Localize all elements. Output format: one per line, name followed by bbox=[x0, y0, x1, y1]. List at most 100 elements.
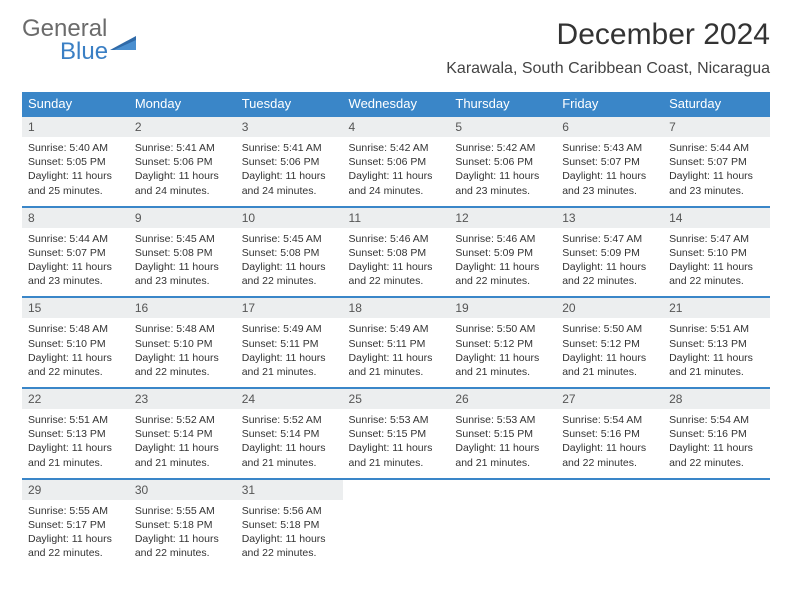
logo-word2: Blue bbox=[60, 41, 108, 64]
day-details: Sunrise: 5:40 AMSunset: 5:05 PMDaylight:… bbox=[22, 137, 129, 206]
calendar-table: SundayMondayTuesdayWednesdayThursdayFrid… bbox=[22, 92, 770, 568]
calendar-cell: 30Sunrise: 5:55 AMSunset: 5:18 PMDayligh… bbox=[129, 479, 236, 569]
calendar-cell: 6Sunrise: 5:43 AMSunset: 5:07 PMDaylight… bbox=[556, 116, 663, 207]
calendar-cell: 10Sunrise: 5:45 AMSunset: 5:08 PMDayligh… bbox=[236, 207, 343, 298]
day-header: Wednesday bbox=[343, 92, 450, 116]
day-number: 31 bbox=[236, 480, 343, 500]
calendar-cell: 23Sunrise: 5:52 AMSunset: 5:14 PMDayligh… bbox=[129, 388, 236, 479]
calendar-cell: 18Sunrise: 5:49 AMSunset: 5:11 PMDayligh… bbox=[343, 297, 450, 388]
day-number: 2 bbox=[129, 117, 236, 137]
calendar-cell: 19Sunrise: 5:50 AMSunset: 5:12 PMDayligh… bbox=[449, 297, 556, 388]
day-number: 18 bbox=[343, 298, 450, 318]
day-number: 9 bbox=[129, 208, 236, 228]
day-details: Sunrise: 5:46 AMSunset: 5:09 PMDaylight:… bbox=[449, 228, 556, 297]
day-details: Sunrise: 5:52 AMSunset: 5:14 PMDaylight:… bbox=[236, 409, 343, 478]
day-number: 22 bbox=[22, 389, 129, 409]
day-header: Thursday bbox=[449, 92, 556, 116]
calendar-week: 29Sunrise: 5:55 AMSunset: 5:17 PMDayligh… bbox=[22, 479, 770, 569]
day-details: Sunrise: 5:50 AMSunset: 5:12 PMDaylight:… bbox=[556, 318, 663, 387]
day-details: Sunrise: 5:54 AMSunset: 5:16 PMDaylight:… bbox=[556, 409, 663, 478]
day-details: Sunrise: 5:53 AMSunset: 5:15 PMDaylight:… bbox=[343, 409, 450, 478]
calendar-week: 22Sunrise: 5:51 AMSunset: 5:13 PMDayligh… bbox=[22, 388, 770, 479]
day-details: Sunrise: 5:42 AMSunset: 5:06 PMDaylight:… bbox=[449, 137, 556, 206]
logo: General Blue bbox=[22, 18, 136, 64]
calendar-cell: 1Sunrise: 5:40 AMSunset: 5:05 PMDaylight… bbox=[22, 116, 129, 207]
day-number: 8 bbox=[22, 208, 129, 228]
day-details: Sunrise: 5:55 AMSunset: 5:17 PMDaylight:… bbox=[22, 500, 129, 569]
day-number: 14 bbox=[663, 208, 770, 228]
day-details: Sunrise: 5:43 AMSunset: 5:07 PMDaylight:… bbox=[556, 137, 663, 206]
triangle-icon bbox=[110, 32, 136, 50]
day-details: Sunrise: 5:46 AMSunset: 5:08 PMDaylight:… bbox=[343, 228, 450, 297]
day-number: 3 bbox=[236, 117, 343, 137]
day-number: 5 bbox=[449, 117, 556, 137]
calendar-cell: 5Sunrise: 5:42 AMSunset: 5:06 PMDaylight… bbox=[449, 116, 556, 207]
day-details: Sunrise: 5:44 AMSunset: 5:07 PMDaylight:… bbox=[663, 137, 770, 206]
calendar-cell: 27Sunrise: 5:54 AMSunset: 5:16 PMDayligh… bbox=[556, 388, 663, 479]
calendar-cell: 24Sunrise: 5:52 AMSunset: 5:14 PMDayligh… bbox=[236, 388, 343, 479]
day-details: Sunrise: 5:41 AMSunset: 5:06 PMDaylight:… bbox=[236, 137, 343, 206]
calendar-cell: 17Sunrise: 5:49 AMSunset: 5:11 PMDayligh… bbox=[236, 297, 343, 388]
calendar-cell: 8Sunrise: 5:44 AMSunset: 5:07 PMDaylight… bbox=[22, 207, 129, 298]
day-details: Sunrise: 5:51 AMSunset: 5:13 PMDaylight:… bbox=[22, 409, 129, 478]
day-details: Sunrise: 5:48 AMSunset: 5:10 PMDaylight:… bbox=[129, 318, 236, 387]
calendar-cell: 31Sunrise: 5:56 AMSunset: 5:18 PMDayligh… bbox=[236, 479, 343, 569]
title-block: December 2024 Karawala, South Caribbean … bbox=[446, 18, 770, 86]
calendar-cell bbox=[663, 479, 770, 569]
calendar-week: 15Sunrise: 5:48 AMSunset: 5:10 PMDayligh… bbox=[22, 297, 770, 388]
calendar-cell: 26Sunrise: 5:53 AMSunset: 5:15 PMDayligh… bbox=[449, 388, 556, 479]
day-number: 29 bbox=[22, 480, 129, 500]
day-number: 19 bbox=[449, 298, 556, 318]
day-number: 7 bbox=[663, 117, 770, 137]
day-number: 20 bbox=[556, 298, 663, 318]
day-header: Saturday bbox=[663, 92, 770, 116]
calendar-body: 1Sunrise: 5:40 AMSunset: 5:05 PMDaylight… bbox=[22, 116, 770, 568]
calendar-cell: 4Sunrise: 5:42 AMSunset: 5:06 PMDaylight… bbox=[343, 116, 450, 207]
calendar-cell: 22Sunrise: 5:51 AMSunset: 5:13 PMDayligh… bbox=[22, 388, 129, 479]
day-number: 10 bbox=[236, 208, 343, 228]
day-details: Sunrise: 5:45 AMSunset: 5:08 PMDaylight:… bbox=[129, 228, 236, 297]
day-number: 21 bbox=[663, 298, 770, 318]
day-details: Sunrise: 5:42 AMSunset: 5:06 PMDaylight:… bbox=[343, 137, 450, 206]
calendar-cell bbox=[343, 479, 450, 569]
day-number: 28 bbox=[663, 389, 770, 409]
calendar-cell: 25Sunrise: 5:53 AMSunset: 5:15 PMDayligh… bbox=[343, 388, 450, 479]
calendar-header-row: SundayMondayTuesdayWednesdayThursdayFrid… bbox=[22, 92, 770, 116]
calendar-cell bbox=[556, 479, 663, 569]
calendar-cell: 11Sunrise: 5:46 AMSunset: 5:08 PMDayligh… bbox=[343, 207, 450, 298]
day-number: 16 bbox=[129, 298, 236, 318]
day-details: Sunrise: 5:51 AMSunset: 5:13 PMDaylight:… bbox=[663, 318, 770, 387]
day-number: 6 bbox=[556, 117, 663, 137]
calendar-cell: 16Sunrise: 5:48 AMSunset: 5:10 PMDayligh… bbox=[129, 297, 236, 388]
day-details: Sunrise: 5:44 AMSunset: 5:07 PMDaylight:… bbox=[22, 228, 129, 297]
day-details: Sunrise: 5:41 AMSunset: 5:06 PMDaylight:… bbox=[129, 137, 236, 206]
calendar-cell bbox=[449, 479, 556, 569]
day-number: 1 bbox=[22, 117, 129, 137]
day-number: 26 bbox=[449, 389, 556, 409]
day-number: 24 bbox=[236, 389, 343, 409]
day-details: Sunrise: 5:53 AMSunset: 5:15 PMDaylight:… bbox=[449, 409, 556, 478]
calendar-week: 8Sunrise: 5:44 AMSunset: 5:07 PMDaylight… bbox=[22, 207, 770, 298]
calendar-cell: 15Sunrise: 5:48 AMSunset: 5:10 PMDayligh… bbox=[22, 297, 129, 388]
header: General Blue December 2024 Karawala, Sou… bbox=[22, 18, 770, 86]
calendar-week: 1Sunrise: 5:40 AMSunset: 5:05 PMDaylight… bbox=[22, 116, 770, 207]
logo-text-block: General Blue bbox=[22, 18, 108, 64]
location: Karawala, South Caribbean Coast, Nicarag… bbox=[446, 60, 770, 78]
day-details: Sunrise: 5:54 AMSunset: 5:16 PMDaylight:… bbox=[663, 409, 770, 478]
day-number: 23 bbox=[129, 389, 236, 409]
day-details: Sunrise: 5:47 AMSunset: 5:09 PMDaylight:… bbox=[556, 228, 663, 297]
day-number: 30 bbox=[129, 480, 236, 500]
day-header: Friday bbox=[556, 92, 663, 116]
calendar-cell: 12Sunrise: 5:46 AMSunset: 5:09 PMDayligh… bbox=[449, 207, 556, 298]
day-number: 25 bbox=[343, 389, 450, 409]
day-number: 4 bbox=[343, 117, 450, 137]
month-title: December 2024 bbox=[446, 18, 770, 52]
day-header: Sunday bbox=[22, 92, 129, 116]
day-number: 15 bbox=[22, 298, 129, 318]
day-details: Sunrise: 5:47 AMSunset: 5:10 PMDaylight:… bbox=[663, 228, 770, 297]
calendar-cell: 13Sunrise: 5:47 AMSunset: 5:09 PMDayligh… bbox=[556, 207, 663, 298]
day-number: 12 bbox=[449, 208, 556, 228]
day-details: Sunrise: 5:49 AMSunset: 5:11 PMDaylight:… bbox=[343, 318, 450, 387]
calendar-cell: 7Sunrise: 5:44 AMSunset: 5:07 PMDaylight… bbox=[663, 116, 770, 207]
day-details: Sunrise: 5:50 AMSunset: 5:12 PMDaylight:… bbox=[449, 318, 556, 387]
